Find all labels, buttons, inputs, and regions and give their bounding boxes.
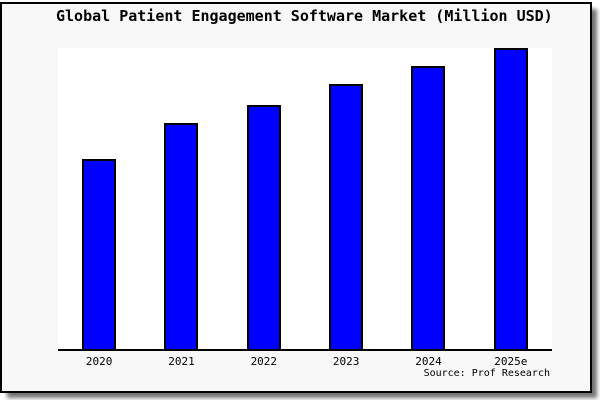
bar-2022: [246, 105, 281, 349]
bar-2023: [329, 84, 364, 349]
tick-label-2024: 2024: [415, 355, 442, 368]
bar-slot-2023: [305, 48, 387, 349]
tick-label-2023: 2023: [332, 355, 360, 368]
bar-slot-2024: [387, 48, 469, 349]
bar-series: [58, 48, 552, 349]
tick-label-2020: 2020: [85, 355, 113, 368]
bar-slot-2025e: [470, 48, 552, 349]
bar-2020: [82, 159, 117, 349]
bar-slot-2020: [58, 48, 140, 349]
bar-slot-2022: [223, 48, 305, 349]
tick-label-2021: 2021: [168, 355, 195, 368]
bar-2025e: [493, 48, 528, 349]
plot-area: [58, 48, 552, 351]
tick-label-2022: 2022: [250, 355, 278, 368]
source-note: Source: Prof Research: [423, 368, 550, 379]
chart-title: Global Patient Engagement Software Marke…: [56, 7, 553, 25]
x-axis-tick-labels: 2020 2021 2022 2023 2024 2025e: [58, 355, 552, 368]
bar-slot-2021: [140, 48, 222, 349]
bar-2024: [411, 66, 446, 349]
tick-label-2025e: 2025e: [494, 355, 528, 368]
chart-frame: Global Patient Engagement Software Marke…: [0, 2, 592, 393]
bar-2021: [164, 123, 199, 349]
